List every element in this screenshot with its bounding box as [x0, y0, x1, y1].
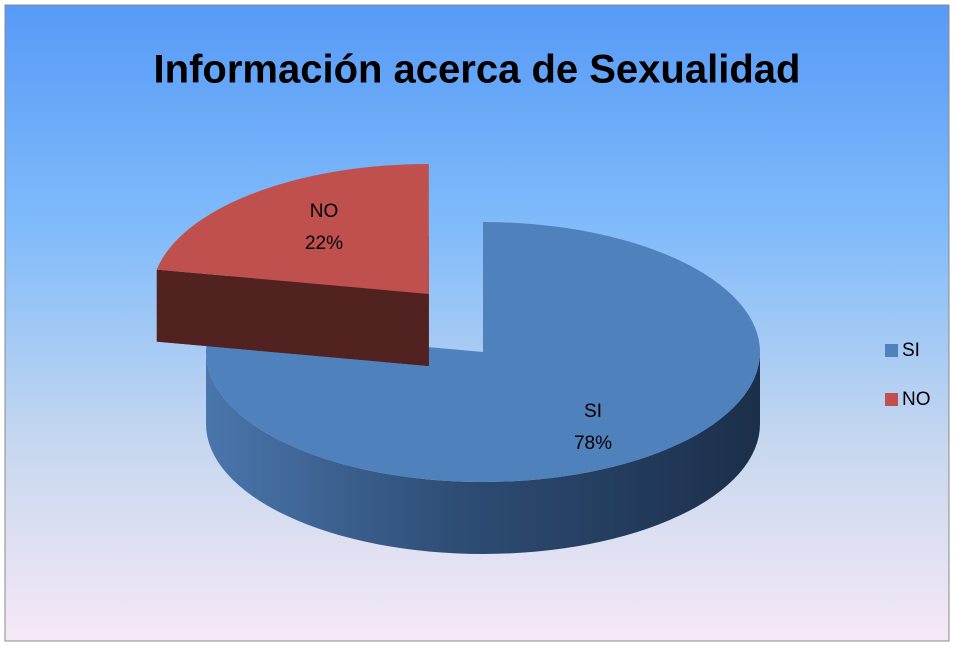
legend-label: SI	[902, 340, 920, 361]
chart-title: Información acerca de Sexualidad	[154, 48, 801, 92]
pie-slice	[205, 222, 761, 483]
legend-swatch	[885, 344, 898, 357]
data-label-value: 22%	[305, 233, 343, 254]
pie-slice-side	[206, 352, 760, 554]
data-label-name: SI	[584, 401, 602, 422]
pie-slice-edge	[156, 269, 429, 366]
data-label-value: 78%	[574, 433, 612, 454]
legend-label: NO	[902, 389, 931, 410]
data-label-name: NO	[310, 201, 339, 222]
pie-slice	[156, 163, 429, 294]
legend-swatch	[885, 393, 898, 406]
